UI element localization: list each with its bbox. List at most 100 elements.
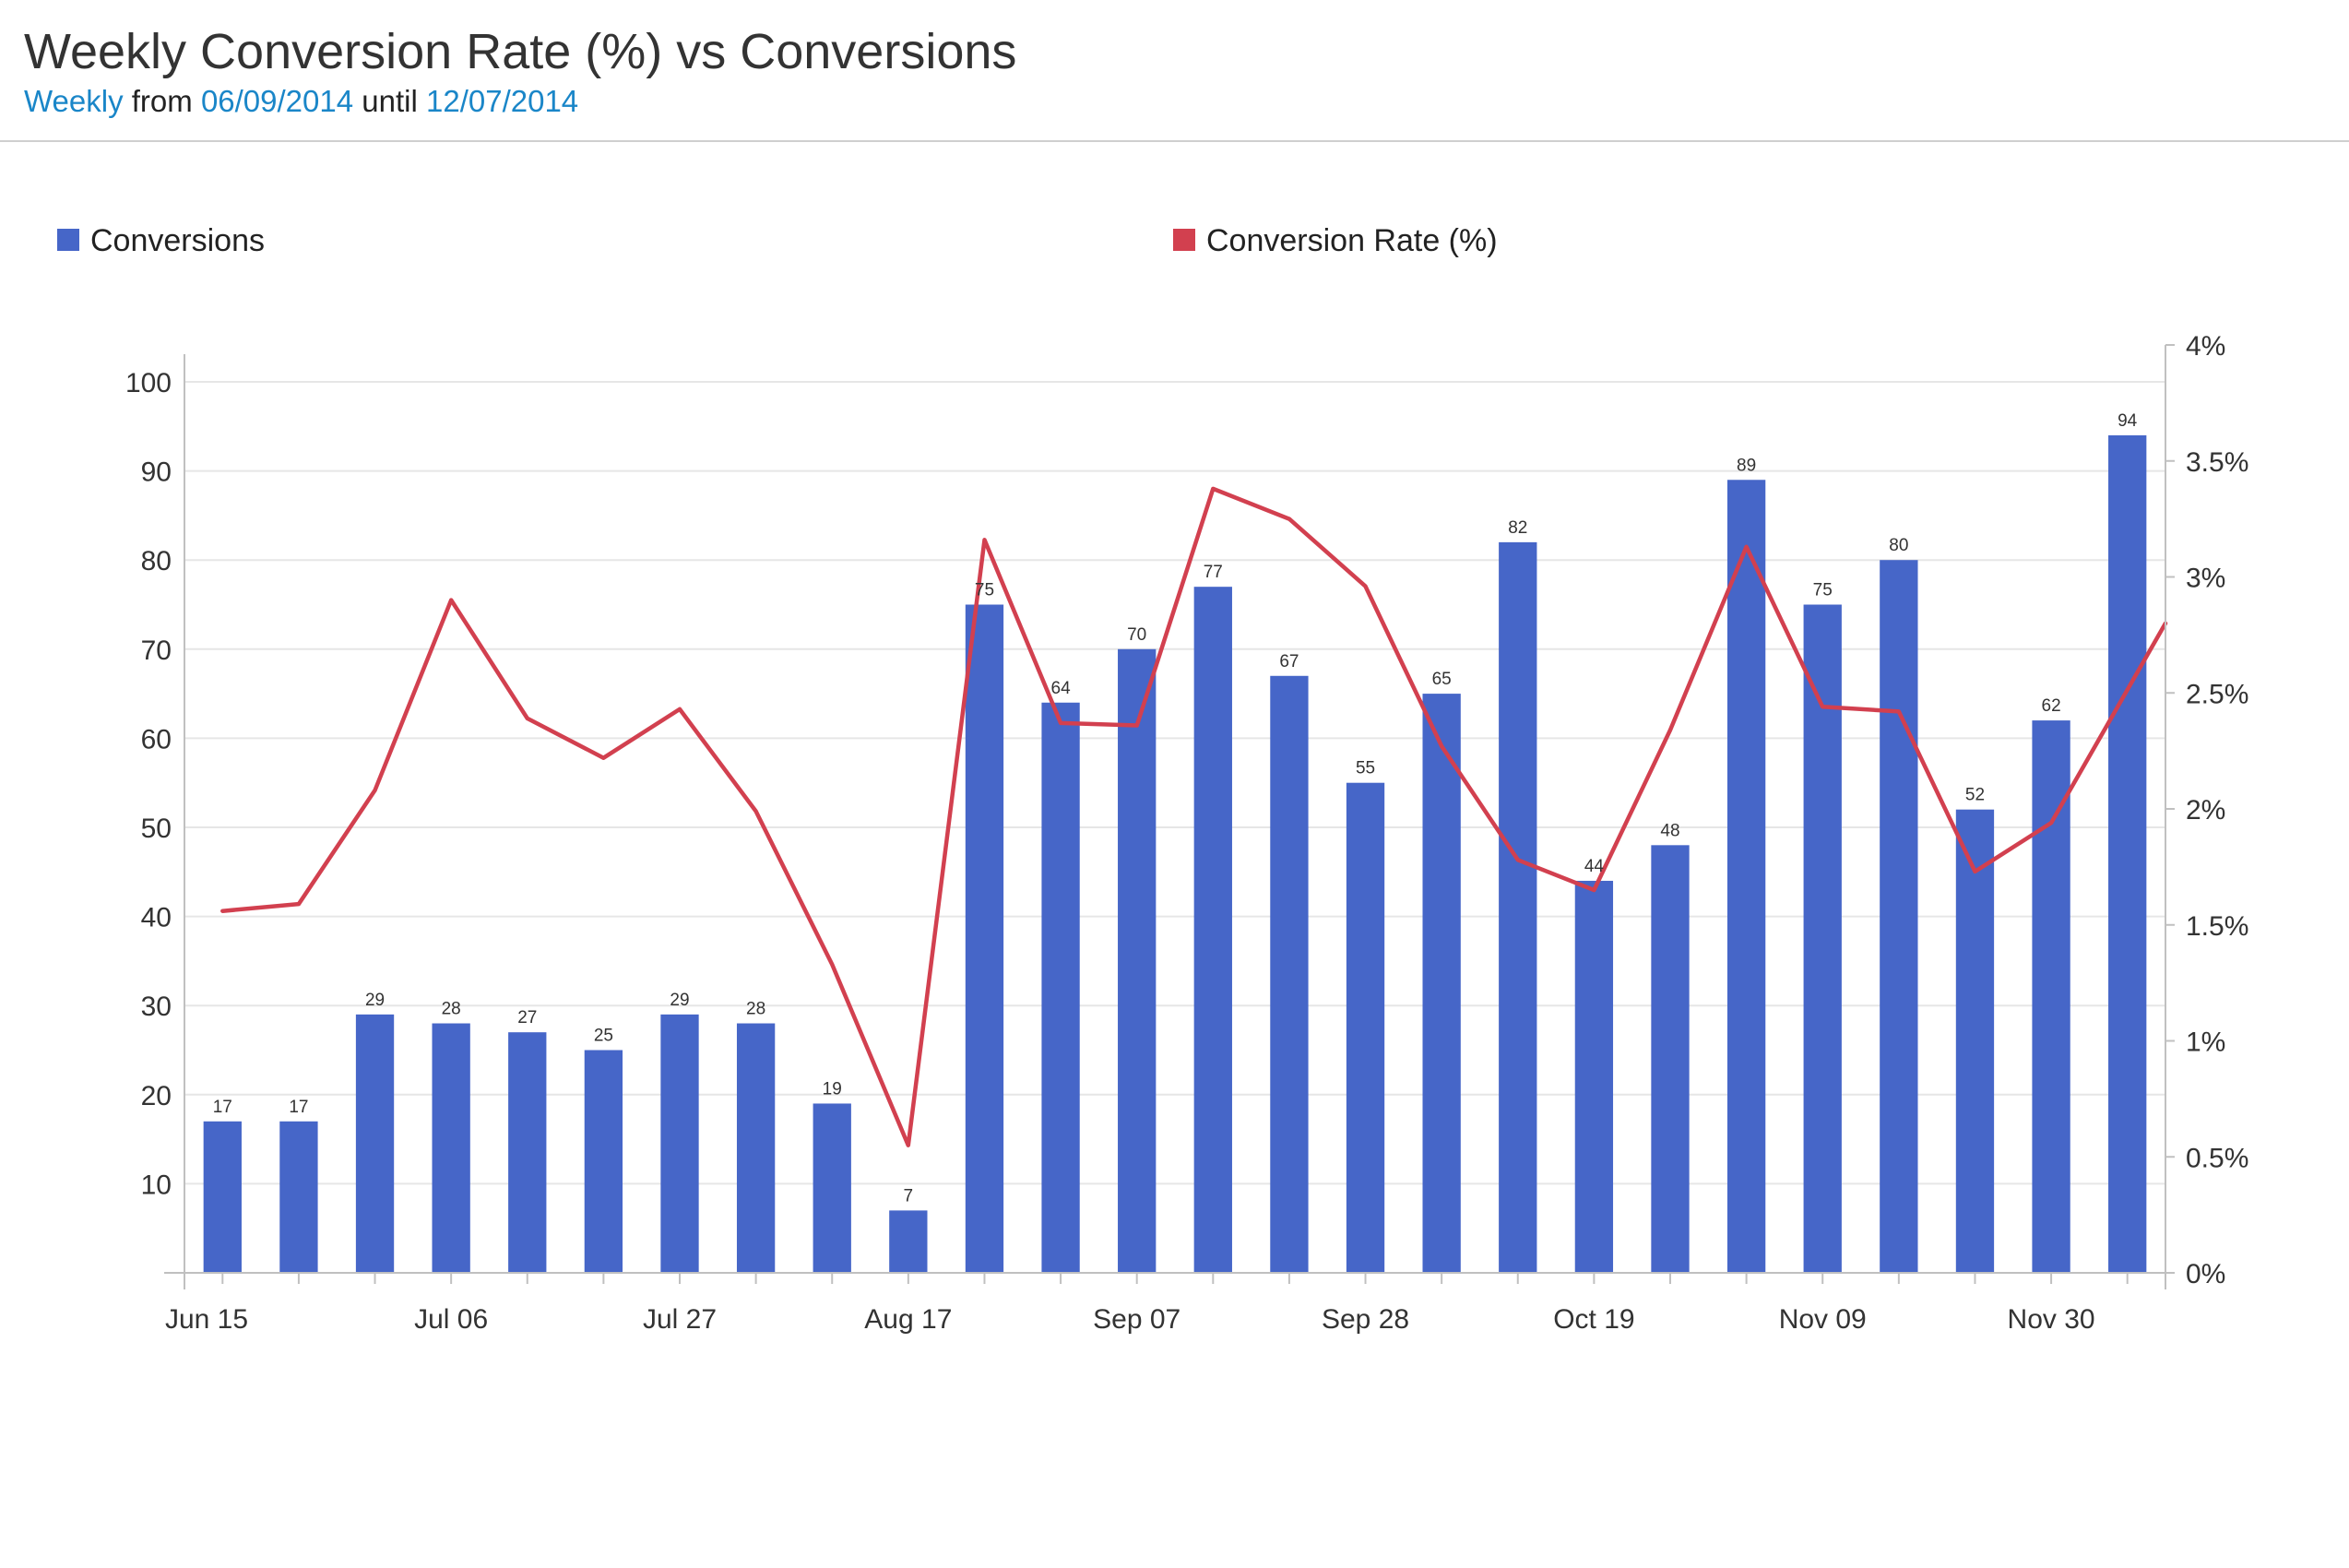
chart-grid: [184, 381, 2165, 1185]
bar-value-label: 29: [670, 991, 689, 1010]
bar-value-label: 67: [1279, 652, 1299, 671]
bar-value-label: 28: [442, 1000, 461, 1019]
bar-conversions: [203, 1121, 242, 1273]
x-axis-tick-label: Jul 06: [414, 1304, 488, 1335]
x-axis-tick-label: Sep 07: [1093, 1304, 1180, 1335]
right-axis-tick-label: 1.5%: [2186, 911, 2248, 942]
bar-value-label: 94: [2118, 411, 2138, 431]
bar-value-label: 70: [1127, 625, 1146, 645]
bar-conversions: [279, 1121, 318, 1273]
x-axis-tick-label: Nov 30: [2008, 1304, 2095, 1335]
left-axis-tick-label: 60: [141, 724, 172, 754]
left-axis-tick-label: 40: [141, 903, 172, 933]
right-axis-tick-label: 4%: [2186, 331, 2225, 362]
bar-conversions: [1726, 480, 1766, 1273]
date-range-subtitle: Weekly from 06/09/2014 until 12/07/2014: [24, 83, 578, 120]
left-axis-tick-label: 80: [141, 546, 172, 576]
bar-value-label: 29: [365, 991, 385, 1010]
bar-conversions: [1803, 604, 1842, 1273]
bar-value-label: 89: [1737, 456, 1756, 475]
conversion-rate-line: [220, 486, 2168, 1147]
bar-conversions: [2032, 720, 2070, 1273]
right-axis-tick-label: 0%: [2186, 1259, 2225, 1289]
x-axis-tick-label: Jul 27: [643, 1304, 717, 1335]
legend-swatch: [1173, 229, 1195, 251]
bar-conversions: [1193, 587, 1232, 1273]
bar-conversions: [1422, 694, 1461, 1273]
until-text: until: [362, 84, 418, 118]
bar-conversions: [1955, 809, 1995, 1273]
bar-value-label: 75: [975, 581, 994, 600]
bar-value-label: 7: [904, 1186, 914, 1206]
bar-value-labels: 17 17 29 28 27 25 29 28 19 7 75 64 70 77 67 55 65 82 44 48 8…: [213, 411, 2138, 1206]
left-axis-tick-label: 70: [141, 636, 172, 666]
bar-conversions: [1574, 880, 1614, 1273]
bar-value-label: 80: [1889, 536, 1908, 555]
legend-label: Conversions: [90, 223, 265, 258]
bar-value-label: 27: [517, 1008, 537, 1028]
x-axis-tick-label: Oct 19: [1553, 1304, 1634, 1335]
bar-conversions: [660, 1014, 699, 1273]
left-axis-tick-label: 100: [125, 368, 172, 398]
bar-value-label: 44: [1584, 857, 1605, 876]
start-date-link[interactable]: 06/09/2014: [200, 84, 354, 118]
bar-value-label: 28: [746, 1000, 765, 1019]
bar-value-label: 75: [1813, 581, 1833, 600]
bar-conversions: [1118, 648, 1157, 1273]
legend-item-conversions[interactable]: Conversions: [57, 223, 265, 258]
left-axis-tick-label: 90: [141, 457, 172, 488]
right-axis-tick-label: 3%: [2186, 564, 2225, 594]
bar-value-label: 65: [1432, 670, 1452, 689]
bar-value-label: 62: [2042, 696, 2061, 716]
right-axis-tick-label: 0.5%: [2186, 1143, 2248, 1173]
bar-value-label: 17: [289, 1098, 308, 1117]
end-date-link[interactable]: 12/07/2014: [426, 84, 579, 118]
right-axis-tick-label: 3.5%: [2186, 447, 2248, 478]
bar-value-label: 48: [1660, 821, 1679, 840]
bar-conversions: [2108, 434, 2147, 1274]
bar-conversions: [736, 1023, 776, 1273]
conversions-bars: [203, 434, 2147, 1274]
bar-conversions: [1041, 702, 1080, 1273]
bar-conversions: [432, 1023, 470, 1273]
bar-conversions: [1270, 675, 1309, 1273]
right-axis-tick-label: 2.5%: [2186, 679, 2248, 709]
conversion-rate-series-line: [220, 486, 2168, 1147]
left-axis-tick-label: 20: [141, 1081, 172, 1111]
bar-conversions: [813, 1103, 851, 1273]
chart-legend: Conversions Conversion Rate (%): [57, 223, 1498, 258]
bar-value-label: 25: [594, 1027, 613, 1046]
bar-conversions: [508, 1032, 547, 1273]
bar-value-label: 55: [1356, 759, 1375, 778]
bar-conversions: [1499, 541, 1537, 1273]
x-axis-tick-label: Aug 17: [864, 1304, 952, 1335]
bar-conversions: [355, 1014, 395, 1273]
x-axis-tick-label: Nov 09: [1779, 1304, 1867, 1335]
bar-conversions: [889, 1210, 928, 1273]
bar-conversions: [1651, 845, 1690, 1273]
legend-item-conversion-rate[interactable]: Conversion Rate (%): [1173, 223, 1498, 258]
x-axis-tick-label: Sep 28: [1322, 1304, 1409, 1335]
bar-conversions: [1880, 560, 1918, 1273]
period-link[interactable]: Weekly: [24, 84, 124, 118]
bar-conversions: [584, 1050, 623, 1273]
page-title: Weekly Conversion Rate (%) vs Conversion…: [24, 24, 1017, 79]
bar-conversions: [1346, 782, 1385, 1273]
chart-header: Weekly Conversion Rate (%) vs Conversion…: [0, 0, 2349, 142]
left-axis-tick-label: 10: [141, 1170, 172, 1200]
left-axis-tick-label: 50: [141, 814, 172, 844]
bar-value-label: 17: [213, 1098, 232, 1117]
from-text: from: [131, 84, 193, 118]
right-axis-tick-label: 1%: [2186, 1028, 2225, 1058]
bar-value-label: 77: [1204, 563, 1223, 582]
x-axis-tick-label: Jun 15: [165, 1304, 248, 1335]
right-axis-tick-label: 2%: [2186, 795, 2225, 826]
bar-value-label: 19: [823, 1079, 842, 1099]
legend-swatch: [57, 229, 79, 251]
bar-conversions: [965, 604, 1004, 1273]
bar-value-label: 82: [1508, 518, 1527, 538]
legend-label: Conversion Rate (%): [1206, 223, 1498, 258]
bar-value-label: 52: [1965, 786, 1985, 805]
chart-axes: 10 20 30 40 50 60 70 80 90 100 0% 0.5% 1% 1.5% 2% 2.5% 3…: [125, 331, 2248, 1335]
bar-value-label: 64: [1051, 679, 1072, 698]
